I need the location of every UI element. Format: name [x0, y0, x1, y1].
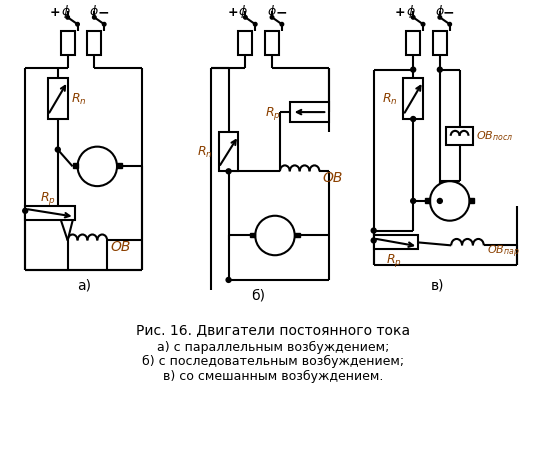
Text: $R_p$: $R_p$ [265, 104, 281, 121]
Circle shape [448, 23, 452, 27]
Text: +: + [395, 6, 406, 19]
Circle shape [92, 17, 96, 20]
Bar [48, 78, 68, 120]
Circle shape [411, 17, 415, 20]
Circle shape [244, 17, 247, 20]
Text: $R_n$: $R_n$ [70, 91, 86, 106]
Text: $\phi$: $\phi$ [90, 3, 99, 20]
Text: $OB_{посл}$: $OB_{посл}$ [476, 129, 514, 142]
Bar [73, 164, 78, 169]
Bar [117, 164, 122, 169]
Circle shape [66, 17, 69, 20]
Circle shape [270, 17, 274, 20]
Text: −: − [443, 6, 454, 19]
Text: OB: OB [322, 171, 343, 185]
Text: $OB_{пар}$: $OB_{пар}$ [486, 244, 520, 260]
Bar [406, 32, 420, 56]
Circle shape [430, 182, 470, 221]
Circle shape [226, 169, 231, 174]
Text: а): а) [78, 278, 91, 292]
Bar [295, 233, 300, 238]
Circle shape [255, 216, 295, 256]
Text: +: + [227, 6, 238, 19]
Text: а) с параллельным возбуждением;: а) с параллельным возбуждением; [157, 340, 389, 353]
Circle shape [422, 23, 425, 27]
Circle shape [437, 199, 442, 204]
Bar [425, 199, 430, 203]
Circle shape [78, 147, 117, 187]
Circle shape [280, 23, 284, 27]
Text: $R_n$: $R_n$ [197, 145, 212, 160]
Circle shape [55, 148, 60, 153]
Bar [61, 32, 75, 56]
Circle shape [253, 23, 257, 27]
Bar [239, 32, 252, 56]
Bar [403, 78, 423, 120]
Bar [446, 128, 473, 146]
Text: $\phi$: $\phi$ [239, 3, 248, 20]
Bar [470, 199, 474, 203]
Circle shape [437, 68, 442, 73]
Text: б) с последовательным возбуждением;: б) с последовательным возбуждением; [142, 354, 404, 368]
Text: $R_p$: $R_p$ [385, 251, 401, 268]
Circle shape [371, 238, 376, 243]
Circle shape [411, 68, 416, 73]
Text: б): б) [251, 288, 265, 302]
Text: OB: OB [110, 240, 130, 254]
Bar [373, 236, 418, 250]
Text: $R_p$: $R_p$ [40, 190, 56, 207]
Circle shape [23, 209, 28, 214]
Text: $\phi$: $\phi$ [267, 3, 277, 20]
Bar [250, 233, 255, 238]
Text: $\phi$: $\phi$ [435, 3, 445, 20]
Circle shape [438, 17, 442, 20]
Circle shape [411, 199, 416, 204]
Circle shape [226, 278, 231, 283]
Circle shape [371, 229, 376, 234]
Text: Рис. 16. Двигатели постоянного тока: Рис. 16. Двигатели постоянного тока [136, 323, 410, 336]
Bar [25, 207, 75, 220]
Circle shape [411, 118, 416, 122]
Bar [433, 32, 447, 56]
Text: $\phi$: $\phi$ [406, 3, 416, 20]
Text: в): в) [431, 278, 444, 292]
Text: в) со смешанным возбуждением.: в) со смешанным возбуждением. [163, 369, 383, 382]
Text: $R_n$: $R_n$ [382, 91, 397, 106]
Bar [265, 32, 279, 56]
Text: $\phi$: $\phi$ [61, 3, 70, 20]
Circle shape [76, 23, 79, 27]
Circle shape [103, 23, 106, 27]
Bar [87, 32, 101, 56]
Text: +: + [50, 6, 60, 19]
Text: −: − [275, 6, 287, 19]
Text: −: − [97, 6, 109, 19]
Bar [290, 103, 329, 123]
Bar [219, 133, 239, 172]
